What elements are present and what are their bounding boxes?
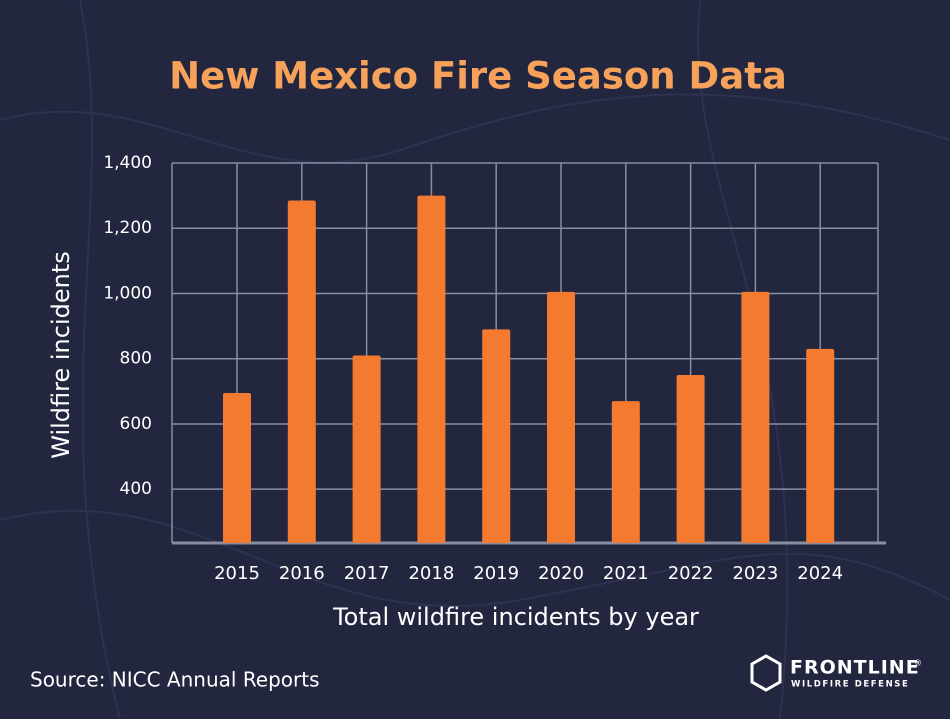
bar [547, 291, 575, 543]
bar [482, 329, 511, 543]
x-tick-label: 2020 [538, 563, 584, 584]
x-tick-label: 2018 [408, 563, 454, 584]
logo-tagline: WILDFIRE DEFENSE [791, 680, 909, 690]
chart-title: New Mexico Fire Season Data [169, 55, 787, 98]
logo-name: FRONTLINE [790, 657, 920, 679]
x-axis-title: Total wildfire incidents by year [332, 603, 699, 631]
x-tick-label: 2017 [344, 563, 390, 584]
bar [352, 355, 381, 543]
bar [806, 348, 835, 543]
bar [287, 200, 316, 543]
logo: FRONTLINE ® WILDFIRE DEFENSE [750, 654, 922, 692]
logo-icon [750, 654, 782, 692]
bar [417, 195, 446, 543]
y-tick-label: 400 [120, 479, 152, 499]
logo-mark: ® [914, 659, 922, 668]
source-note: Source: NICC Annual Reports [30, 668, 320, 692]
y-axis-title: Wildfire incidents [47, 251, 75, 459]
y-tick-label: 600 [120, 414, 152, 434]
bar [676, 375, 705, 543]
bar [611, 401, 640, 543]
x-tick-label: 2015 [214, 563, 260, 584]
x-tick-label: 2023 [732, 563, 778, 584]
y-tick-label: 1,400 [103, 153, 152, 173]
bar [223, 392, 251, 543]
x-tick-label: 2022 [668, 563, 714, 584]
bar [741, 291, 770, 543]
y-tick-label: 800 [120, 349, 152, 369]
y-tick-label: 1,200 [103, 218, 152, 238]
x-tick-label: 2016 [279, 563, 325, 584]
x-tick-label: 2024 [797, 563, 843, 584]
x-tick-label: 2019 [473, 563, 519, 584]
x-tick-label: 2021 [603, 563, 649, 584]
y-tick-label: 1,000 [103, 283, 152, 303]
